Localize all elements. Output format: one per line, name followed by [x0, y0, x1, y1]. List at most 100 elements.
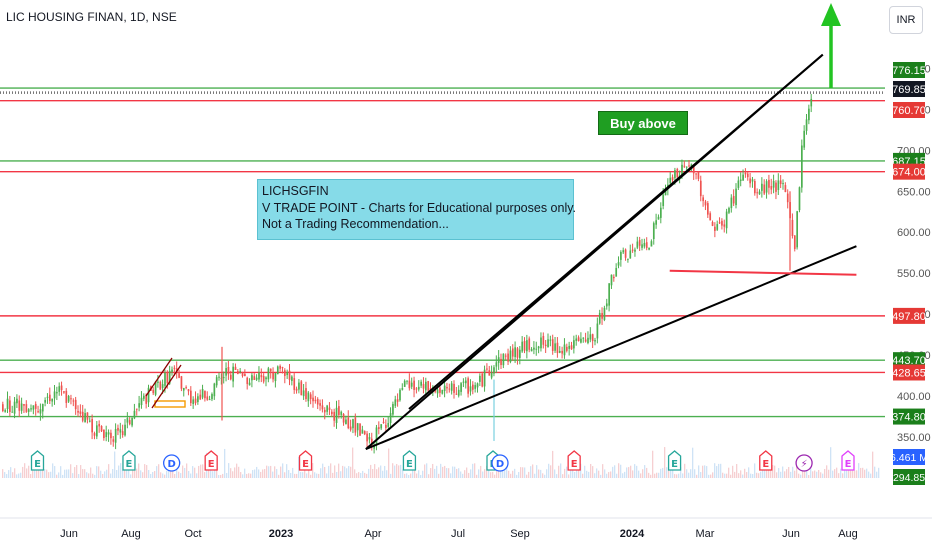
volume-bar	[304, 470, 306, 478]
candle-body	[497, 357, 500, 363]
candle-body	[443, 385, 446, 392]
volume-bar	[842, 473, 844, 478]
marker-label: E	[208, 459, 215, 470]
volume-bar	[796, 466, 798, 478]
volume-bar	[856, 470, 858, 478]
candle-body	[803, 130, 806, 148]
candle-body	[41, 404, 44, 412]
volume-bar	[14, 468, 16, 478]
volume-bar	[142, 472, 144, 478]
marker-label: E	[34, 459, 41, 470]
candle-body	[4, 410, 7, 412]
candle-body	[338, 406, 340, 415]
candle-body	[185, 387, 187, 389]
candle-body	[519, 349, 521, 358]
symbol-title[interactable]: LIC HOUSING FINAN, 1D, NSE	[6, 10, 177, 24]
candle-body	[298, 382, 300, 390]
volume-bar	[140, 470, 142, 478]
volume-bar	[78, 474, 80, 478]
extra-badge	[893, 469, 925, 485]
volume-bar	[26, 468, 28, 478]
volume-bar	[554, 469, 556, 478]
x-tick-label: Apr	[364, 528, 381, 540]
volume-bar	[32, 464, 34, 478]
volume-bar	[760, 471, 762, 478]
split-marker	[795, 454, 813, 472]
volume-bar	[590, 463, 592, 478]
volume-bar	[332, 472, 334, 478]
candle-body	[399, 389, 401, 401]
candle-body	[657, 216, 660, 220]
candle-body	[387, 422, 390, 427]
volume-bar	[772, 464, 774, 478]
candle-body	[779, 180, 782, 185]
candle-body	[462, 381, 465, 383]
volume-bar	[204, 472, 206, 478]
volume-bar	[628, 467, 630, 478]
volume-bar	[738, 473, 740, 478]
volume-bar	[824, 468, 826, 478]
volume-bar	[282, 463, 284, 478]
volume-bar	[558, 465, 560, 478]
volume-bar	[640, 473, 642, 478]
volume-bar	[358, 472, 360, 478]
note-line-1: LICHSGFIN	[262, 184, 329, 198]
candle-body	[171, 369, 173, 373]
volume-bar	[228, 463, 230, 478]
volume-bar	[112, 469, 114, 478]
volume-bar	[136, 468, 138, 478]
volume-bar	[72, 473, 74, 478]
volume-bar	[120, 463, 122, 478]
marker-label: D	[496, 459, 504, 470]
volume-bar	[532, 464, 534, 478]
volume-bar	[652, 450, 654, 478]
candle-body	[723, 224, 726, 227]
candle-body	[671, 177, 674, 180]
candle-body	[650, 241, 653, 247]
dividend-marker	[163, 454, 181, 472]
candle-body	[25, 404, 28, 412]
volume-bar	[534, 473, 536, 478]
candle-body	[269, 368, 272, 372]
candle-body	[570, 345, 573, 350]
candle-body	[448, 388, 451, 390]
volume-bar	[24, 463, 26, 478]
volume-bar	[572, 464, 574, 478]
volume-bar	[718, 463, 720, 478]
volume-bar	[198, 465, 200, 478]
currency-button[interactable]: INR	[889, 6, 923, 34]
volume-bar	[192, 466, 194, 478]
volume-bar	[298, 456, 300, 478]
candle-body	[725, 211, 728, 229]
volume-bar	[782, 466, 784, 478]
volume-bar	[280, 466, 282, 478]
candle-body	[103, 429, 105, 439]
candle-body	[610, 274, 613, 286]
volume-bar	[610, 471, 612, 478]
candle-body	[307, 392, 310, 402]
candle-body	[655, 220, 657, 225]
volume-bar	[376, 469, 378, 478]
candle-body	[145, 394, 148, 404]
volume-bar	[406, 473, 408, 478]
volume-bar	[246, 473, 248, 478]
volume-bar	[586, 470, 588, 478]
candle-body	[615, 267, 618, 277]
candle-body	[281, 367, 284, 369]
note-line-3: Not a Trading Recommendation...	[262, 217, 449, 231]
candle-body	[775, 182, 777, 192]
volume-bar	[224, 448, 226, 478]
candle-body	[267, 368, 270, 380]
candle-body	[166, 372, 169, 384]
x-tick-label: Oct	[184, 528, 201, 540]
candle-body	[260, 375, 263, 378]
volume-bar	[314, 472, 316, 478]
candle-body	[535, 348, 538, 350]
volume-bar	[186, 463, 188, 478]
volume-bar	[124, 468, 126, 478]
volume-bar	[670, 466, 672, 478]
candle-body	[6, 398, 9, 410]
volume-bar	[76, 465, 78, 478]
candle-body	[347, 417, 350, 429]
